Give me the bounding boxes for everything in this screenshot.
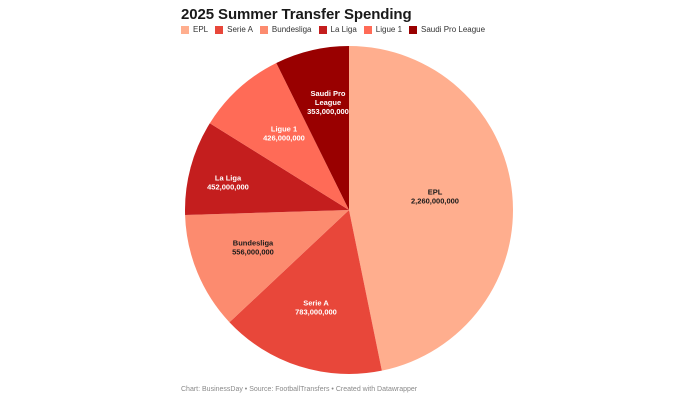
- legend-item-epl: EPL: [181, 25, 208, 34]
- chart-title: 2025 Summer Transfer Spending: [181, 6, 412, 23]
- slice-label: EPL 2,260,000,000: [411, 188, 459, 206]
- legend-swatch: [181, 25, 189, 34]
- slice-label: Bundesliga 556,000,000: [232, 239, 274, 257]
- legend-swatch: [215, 25, 224, 34]
- slice-label: La Liga 452,000,000: [207, 174, 249, 192]
- legend-item-bundesliga: Bundesliga: [259, 25, 312, 34]
- legend-label: Ligue 1: [375, 25, 403, 34]
- pie-slice-bundesliga: [185, 210, 349, 323]
- slice-label: Ligue 1 426,000,000: [263, 125, 305, 143]
- legend-item-ligue-1: Ligue 1: [363, 25, 403, 34]
- legend-label: EPL: [193, 25, 209, 34]
- pie-slice-serie-a: [229, 210, 382, 374]
- chart-footer: Chart: BusinessDay • Source: FootballTra…: [181, 386, 418, 393]
- legend-label: Bundesliga: [271, 25, 312, 34]
- legend-swatch: [409, 25, 418, 34]
- legend-swatch: [259, 25, 268, 34]
- pie-slices: [185, 45, 514, 374]
- pie-slice-la-liga: [185, 123, 349, 216]
- legend-item-serie-a: Serie A: [215, 25, 253, 34]
- legend-label: Saudi Pro League: [421, 25, 486, 34]
- legend-label: La Liga: [330, 25, 357, 34]
- legend-swatch: [363, 25, 372, 34]
- pie-slice-epl: [349, 45, 514, 371]
- legend-item-la-liga: La Liga: [318, 25, 357, 34]
- chart-legend: EPL Serie A Bundesliga La Liga Ligue 1 S…: [181, 25, 492, 34]
- legend-label: Serie A: [227, 25, 253, 34]
- pie-slice-saudi-pro-league: [276, 46, 349, 210]
- pie-slice-ligue-1: [209, 62, 349, 210]
- legend-item-saudi-pro-league: Saudi Pro League: [409, 25, 485, 34]
- slice-label: Serie A 783,000,000: [295, 299, 337, 317]
- pie-labels: EPL 2,260,000,000 Serie A 783,000,000 Bundes…: [207, 89, 459, 317]
- legend-swatch: [318, 25, 327, 34]
- slice-label: Saudi Pro League 353,000,000: [307, 89, 349, 116]
